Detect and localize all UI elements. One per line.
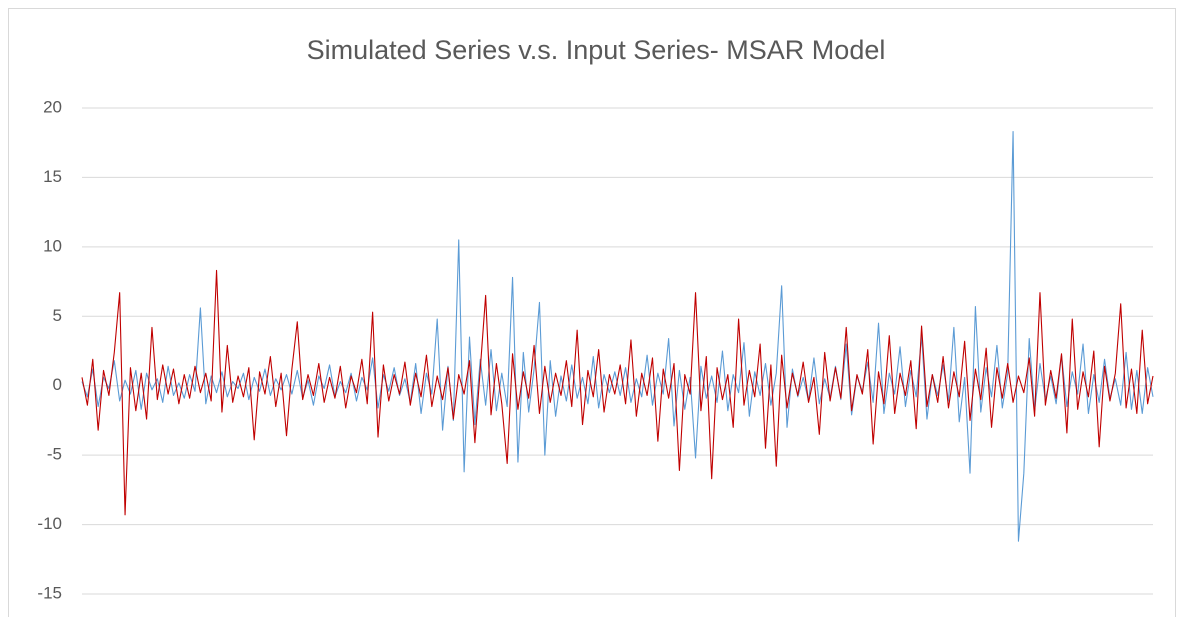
y-tick-label: 0 — [53, 375, 62, 394]
chart-title: Simulated Series v.s. Input Series- MSAR… — [307, 35, 886, 65]
y-tick-label: 20 — [43, 97, 62, 116]
y-tick-label: 10 — [43, 236, 62, 255]
y-tick-label: -15 — [37, 583, 62, 602]
series-line — [81, 131, 1154, 542]
chart-border — [8, 8, 1176, 617]
y-tick-label: 5 — [53, 306, 62, 325]
y-tick-label: -5 — [47, 445, 62, 464]
y-tick-label: -10 — [37, 514, 62, 533]
y-tick-label: 15 — [43, 167, 62, 186]
series-line — [81, 269, 1154, 516]
